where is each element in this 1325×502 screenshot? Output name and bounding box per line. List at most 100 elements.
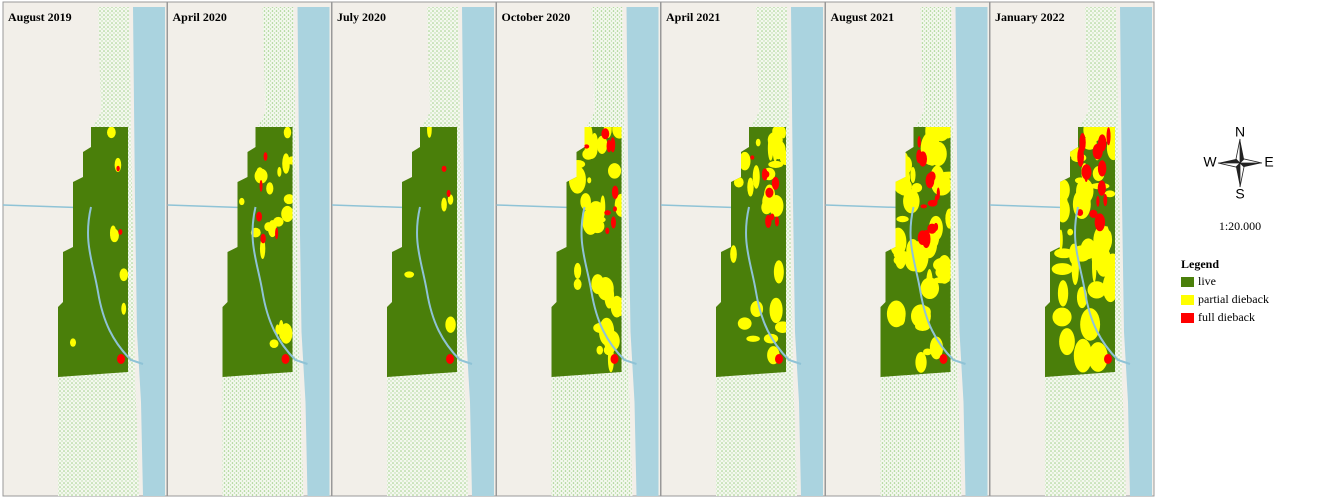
river bbox=[462, 7, 494, 496]
partial-dieback-patch bbox=[272, 216, 284, 227]
full-dieback-patch bbox=[774, 216, 780, 227]
river bbox=[791, 7, 823, 496]
full-dieback-patch bbox=[775, 354, 783, 364]
full-dieback-patch bbox=[1089, 209, 1098, 218]
dieback bbox=[1051, 127, 1115, 373]
panel-title: January 2022 bbox=[995, 10, 1065, 24]
partial-dieback-patch bbox=[587, 177, 592, 184]
partial-dieback-patch bbox=[599, 317, 615, 346]
map-panel: July 2020 bbox=[331, 1, 497, 497]
dieback bbox=[69, 127, 128, 364]
partial-dieback-patch bbox=[1052, 307, 1072, 327]
full-dieback-patch bbox=[765, 214, 772, 228]
full-dieback-patch bbox=[604, 210, 611, 216]
full-dieback-patch bbox=[763, 170, 770, 178]
partial-dieback-patch bbox=[928, 133, 936, 145]
compass-south: S bbox=[1235, 186, 1244, 202]
partial-dieback-patch bbox=[761, 200, 772, 215]
map-panel: August 2021 bbox=[825, 1, 990, 497]
partial-dieback-patch bbox=[1073, 338, 1093, 373]
full-dieback-patch bbox=[260, 233, 266, 244]
partial-dieback-patch bbox=[1088, 342, 1108, 372]
full-dieback-patch bbox=[771, 176, 780, 190]
full-dieback-patch bbox=[1098, 134, 1107, 152]
partial-dieback-patch bbox=[1057, 280, 1069, 307]
map-panel: October 2020 bbox=[496, 1, 661, 497]
partial-dieback-patch bbox=[1104, 190, 1115, 198]
legend-title: Legend bbox=[1181, 257, 1219, 271]
partial-dieback-patch bbox=[915, 351, 927, 373]
partial-dieback-patch bbox=[441, 197, 447, 212]
forest bbox=[551, 127, 622, 377]
partial-dieback-patch bbox=[580, 193, 591, 211]
full-dieback-patch bbox=[750, 155, 755, 160]
creek bbox=[251, 206, 308, 365]
partial-dieback-patch bbox=[730, 245, 737, 263]
partial-dieback-patch bbox=[404, 271, 415, 278]
partial-dieback-patch bbox=[110, 228, 119, 243]
full-dieback-patch bbox=[920, 204, 928, 209]
partial-dieback-patch bbox=[266, 182, 274, 195]
partial-dieback-patch bbox=[893, 255, 905, 265]
full-dieback-patch bbox=[610, 137, 616, 153]
partial-dieback-patch bbox=[1102, 271, 1115, 303]
creek bbox=[745, 206, 802, 365]
partial-dieback-patch bbox=[926, 269, 933, 300]
full-dieback-patch bbox=[1076, 209, 1084, 217]
partial-dieback-patch bbox=[1091, 239, 1103, 271]
partial-dieback-patch bbox=[769, 297, 783, 324]
panel-title: April 2021 bbox=[666, 10, 720, 24]
panel-title: August 2019 bbox=[8, 10, 72, 24]
forest bbox=[58, 127, 128, 377]
full-dieback-patch bbox=[1103, 194, 1108, 207]
full-dieback-patch bbox=[116, 165, 120, 172]
river bbox=[626, 7, 659, 496]
map-panel: April 2021 bbox=[660, 1, 826, 497]
partial-dieback-patch bbox=[269, 339, 279, 348]
partial-dieback-patch bbox=[746, 335, 760, 342]
full-dieback-patch bbox=[263, 152, 268, 161]
full-dieback-patch bbox=[583, 144, 590, 149]
map-panel: January 2022 bbox=[989, 1, 1155, 497]
forest bbox=[222, 127, 293, 377]
creek bbox=[1074, 206, 1131, 365]
legend: live partial dieback full dieback bbox=[1181, 274, 1269, 324]
map-panel: August 2019 bbox=[2, 1, 168, 497]
full-dieback-patch bbox=[1094, 213, 1106, 232]
full-dieback-patch bbox=[441, 165, 447, 172]
full-dieback-patch bbox=[765, 187, 774, 198]
partial-dieback-patch bbox=[281, 205, 293, 223]
full-dieback-patch bbox=[936, 187, 940, 200]
partial-dieback-patch bbox=[256, 167, 264, 181]
panels: August 2019 April 2020 July 2020 October 20… bbox=[2, 1, 1155, 497]
partial-dieback-patch bbox=[1106, 135, 1115, 161]
partial-dieback-patch bbox=[775, 321, 786, 333]
partial-dieback-patch bbox=[614, 193, 622, 217]
partial-dieback-patch bbox=[69, 338, 77, 347]
partial-dieback-patch bbox=[277, 166, 282, 177]
full-dieback-patch bbox=[917, 135, 921, 148]
compass-north: N bbox=[1235, 124, 1245, 140]
river bbox=[133, 7, 165, 496]
river bbox=[955, 7, 988, 496]
compass-west: W bbox=[1203, 154, 1217, 170]
partial-dieback-patch bbox=[772, 127, 786, 138]
compass-east: E bbox=[1264, 154, 1273, 170]
partial-dieback-patch bbox=[573, 278, 582, 291]
partial-dieback-patch bbox=[910, 167, 916, 183]
partial-dieback-patch bbox=[1083, 127, 1103, 143]
partial-dieback-patch bbox=[1076, 178, 1094, 204]
partial-dieback-patch bbox=[275, 324, 280, 335]
partial-dieback-patch bbox=[739, 151, 751, 171]
dieback bbox=[236, 127, 293, 364]
panel-title: April 2020 bbox=[173, 10, 227, 24]
full-dieback-patch bbox=[769, 213, 775, 221]
full-dieback-patch bbox=[612, 206, 617, 212]
full-dieback-patch bbox=[601, 128, 610, 140]
full-dieback-patch bbox=[259, 179, 263, 192]
partial-dieback-patch bbox=[896, 178, 912, 196]
partial-dieback-patch bbox=[915, 251, 921, 266]
full-dieback-patch bbox=[917, 230, 928, 246]
partial-dieback-patch bbox=[1080, 308, 1101, 341]
